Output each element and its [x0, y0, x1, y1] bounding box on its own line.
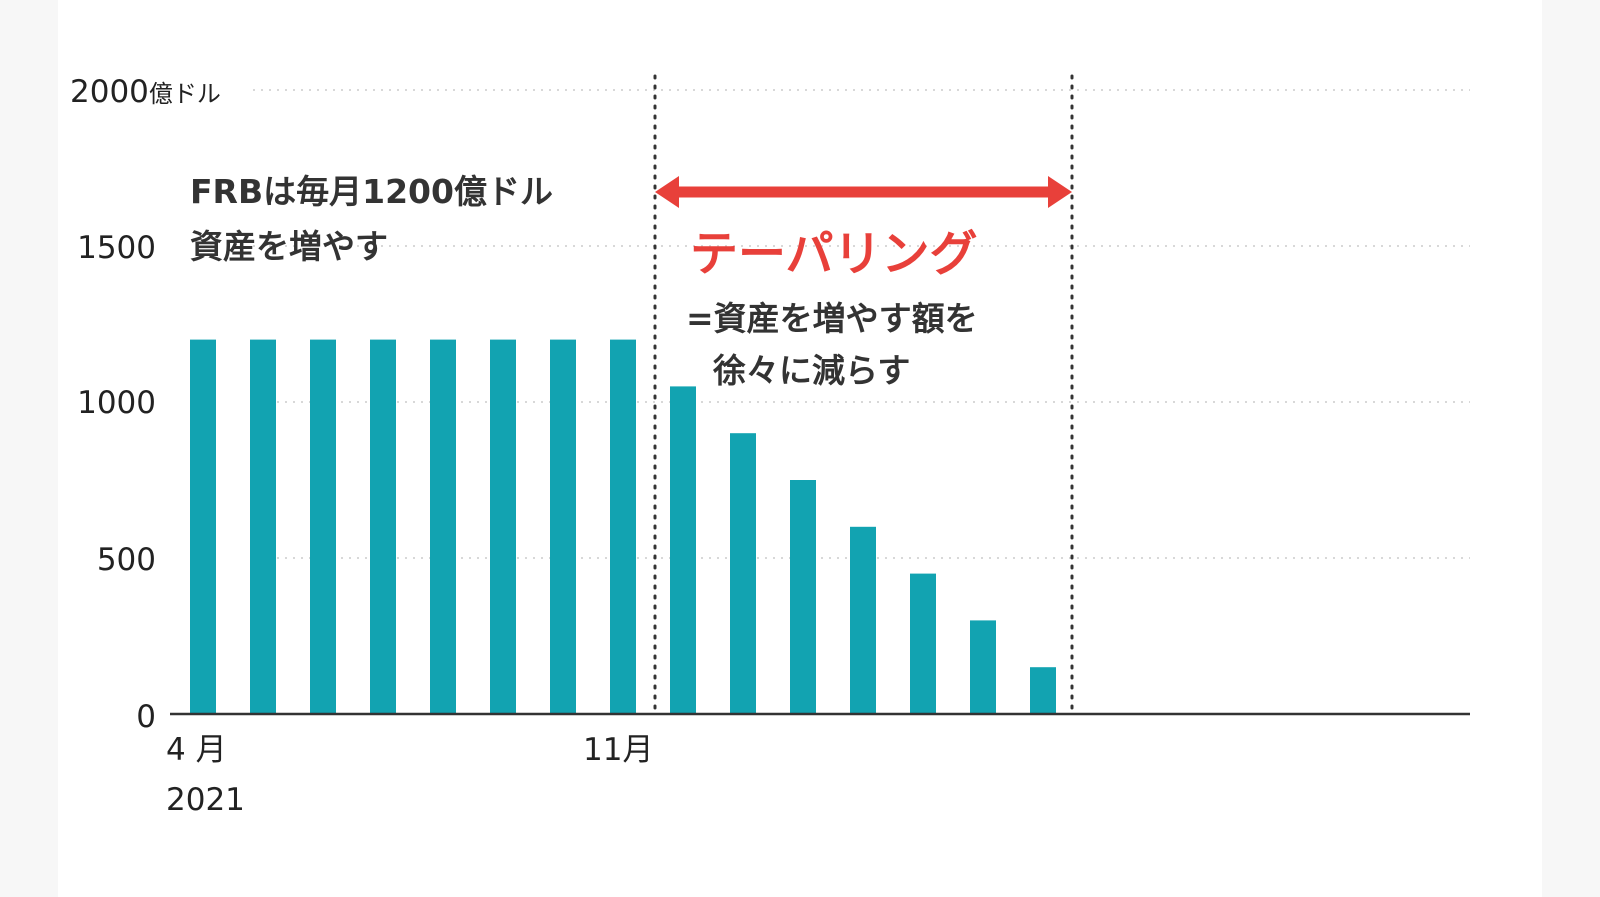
bar [190, 339, 216, 714]
bar [850, 526, 876, 714]
y-tick-label: 500 [97, 542, 156, 578]
x-tick-label-year: 2021 [166, 782, 245, 818]
bar [670, 386, 696, 714]
bar [910, 573, 936, 714]
x-tick-label-mark: 11月 [583, 732, 653, 768]
bar [610, 339, 636, 714]
frb-annotation-line1: FRBは毎月1200億ドル [190, 172, 553, 211]
bar [550, 339, 576, 714]
y-tick-label: 1500 [77, 230, 156, 266]
bar [250, 339, 276, 714]
bar [970, 620, 996, 714]
bar [310, 339, 336, 714]
bar [430, 339, 456, 714]
bar [790, 480, 816, 714]
tapering-line1: =資産を増やす額を [686, 299, 978, 338]
x-tick-labels: 4 月 2021 11月 [166, 732, 653, 818]
tapering-title: テーパリング [690, 226, 978, 282]
tapering-arrow-head-right [1048, 176, 1072, 208]
y-tick-label: 1000 [77, 385, 156, 421]
tapering-arrow-head-left [655, 176, 679, 208]
bar [730, 433, 756, 714]
bar [370, 339, 396, 714]
y-tick-label: 0 [136, 699, 156, 735]
tapering-bar-chart: 0 500 1000 1500 2000億ドル 4 月 2021 11月 FRB… [70, 74, 1470, 818]
tapering-line2: 徐々に減らす [712, 351, 910, 390]
tapering-period-markers [653, 74, 1074, 716]
frb-annotation-line2: 資産を増やす [190, 227, 388, 266]
x-tick-label-start: 4 月 [166, 732, 227, 768]
bar [1030, 667, 1056, 714]
chart-canvas: 0 500 1000 1500 2000億ドル 4 月 2021 11月 FRB… [58, 0, 1542, 897]
frb-annotation: FRBは毎月1200億ドル 資産を増やす [190, 172, 553, 266]
y-tick-label: 2000 [70, 74, 149, 110]
bar [490, 339, 516, 714]
y-unit-label: 億ドル [149, 80, 221, 108]
bars [190, 339, 1056, 714]
y-tick-labels: 0 500 1000 1500 2000億ドル [70, 74, 221, 735]
tapering-annotation: テーパリング =資産を増やす額を 徐々に減らす [686, 226, 978, 390]
y-tick-label-top: 2000億ドル [70, 74, 221, 110]
